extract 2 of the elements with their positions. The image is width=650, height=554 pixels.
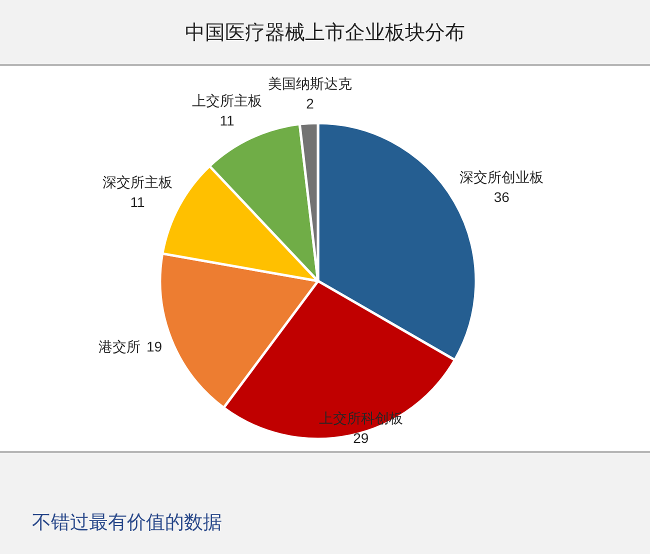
annotation: 不错过最有价值的数据 — [32, 512, 222, 534]
title: 中国医疗器械上市企业板块分布 — [185, 22, 465, 44]
